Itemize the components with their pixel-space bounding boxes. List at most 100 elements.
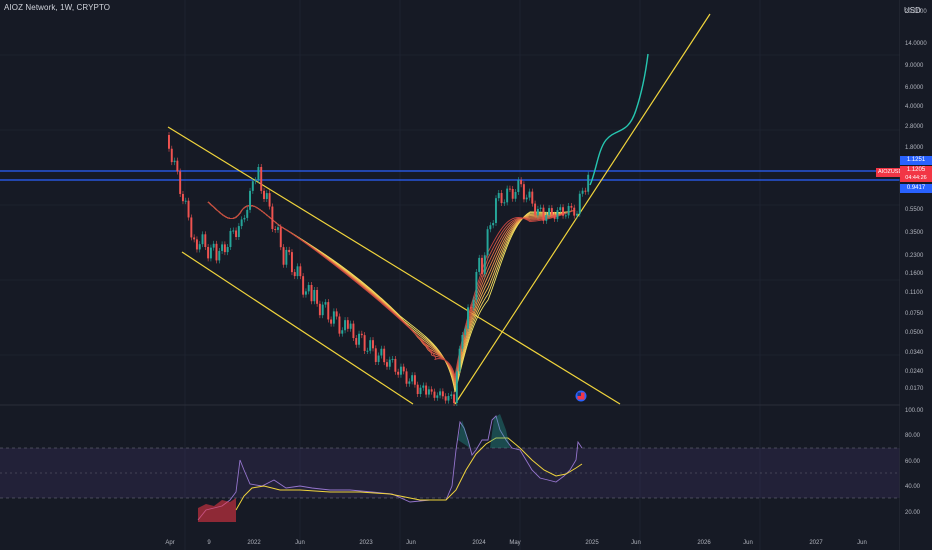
price-tick-label: 0.0340 [905,350,924,356]
candle [578,190,581,217]
oscillator-tick-label: 20.00 [905,510,921,516]
main-chart[interactable] [0,0,900,550]
candle [413,372,416,388]
candle [497,190,500,202]
price-tick-label: 4.0000 [905,104,924,110]
candle [341,327,344,337]
candle [229,227,232,250]
price-tick-label: 2.8000 [905,124,924,130]
event-flag-icon[interactable] [575,390,587,402]
price-tick-label: 0.1600 [905,271,924,277]
candle [433,388,436,401]
candle [198,241,201,253]
candle [358,330,360,348]
candle [190,214,193,241]
candle [422,382,425,391]
candle [307,282,310,295]
candle [397,368,400,378]
candle [352,320,355,342]
candle [324,299,327,308]
oscillator-tick-label: 40.00 [905,484,921,490]
candle [254,177,257,185]
price-tick-label: 6.0000 [905,85,924,91]
candle [453,391,456,406]
last-price-label: 1.1205 [900,166,932,175]
candle [514,188,517,202]
candle [447,393,450,404]
candle [385,359,388,370]
candle [288,246,291,256]
candle [503,199,506,207]
candle [587,171,590,195]
symbol-tag: AIOZUSD [876,168,905,177]
level-upper-label: 1.1251 [900,156,932,165]
descending-channel[interactable] [167,126,621,405]
candle [366,347,369,354]
candle [344,317,347,334]
candle [522,181,525,203]
price-tick-label: 0.0240 [905,369,924,375]
chart-title: AIOZ Network, 1W, CRYPTO [4,3,111,12]
candle [218,247,221,264]
currency-label[interactable]: USD [904,6,921,15]
candle [539,204,542,212]
candle [176,157,179,175]
candle [204,231,207,250]
candle [168,132,170,152]
candle [416,381,419,398]
candle [327,299,330,323]
candle [299,263,302,280]
candle [511,185,514,202]
candle [170,145,173,166]
candle [478,254,481,275]
overbought-fill-2 [490,414,510,448]
candle [181,190,184,205]
oversold-fill [198,498,236,522]
candle [455,368,458,406]
level-lower-label: 0.9417 [900,184,932,193]
candlestick-series[interactable] [168,132,590,406]
candle [193,234,196,243]
oscillator-tick-label: 100.00 [905,408,924,414]
candle [411,372,414,385]
candle [249,187,252,213]
candle [279,224,282,251]
candle [265,190,268,202]
candle [380,345,383,359]
oscillator-line [197,415,583,521]
candle [573,204,576,219]
candle [235,227,238,241]
oscillator-tick-label: 80.00 [905,433,921,439]
candle [391,355,394,363]
candle [500,190,503,207]
candle [346,317,349,332]
candle [508,185,511,192]
candle [215,240,218,264]
ascending-trendline[interactable] [454,13,711,405]
candle [313,287,316,305]
candle [282,244,285,268]
candle [377,352,380,365]
candle [321,301,324,319]
candle [179,168,182,197]
candle [221,241,224,254]
projection-path [589,53,649,186]
ma-line [207,201,576,377]
candle [444,393,447,404]
candle [330,316,333,327]
candle [260,163,263,194]
candle [564,212,567,219]
candle [251,178,254,194]
candle [223,241,226,256]
candle [374,345,377,365]
price-tick-label: 0.0750 [905,311,924,317]
candle [481,254,483,277]
candle [257,163,260,184]
candle [489,222,492,233]
candle [472,296,475,311]
candle [226,243,229,256]
candle [405,368,408,387]
candle [531,188,534,207]
candle [285,246,288,268]
